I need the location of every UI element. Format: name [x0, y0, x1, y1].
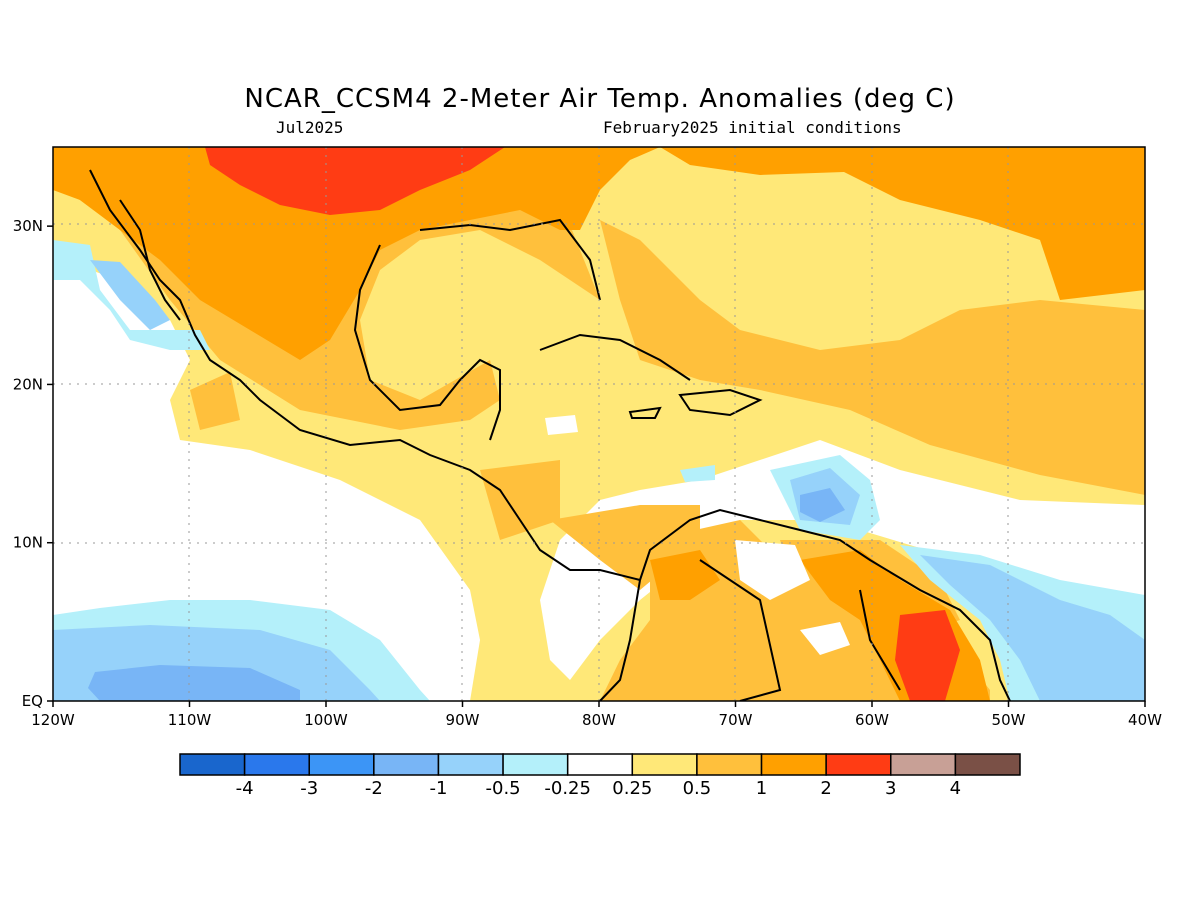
x-tick-label: 120W — [31, 711, 75, 729]
colorbar-swatch — [890, 753, 957, 776]
colorbar-label: -1 — [429, 778, 447, 799]
colorbar-swatch — [179, 753, 246, 776]
x-tick-label: 110W — [168, 711, 212, 729]
colorbar-swatch — [243, 753, 310, 776]
colorbar-label: 2 — [820, 778, 831, 799]
coastlines — [89, 169, 1011, 701]
y-tick-label: EQ — [22, 692, 43, 710]
y-axis-ticks: EQ 10N 20N 30N — [13, 217, 53, 710]
colorbar-label: 3 — [885, 778, 896, 799]
colorbar-label: 1 — [756, 778, 767, 799]
colorbar-swatch — [373, 753, 440, 776]
y-tick-label: 30N — [13, 217, 43, 235]
anomaly-shading — [53, 147, 1145, 701]
colorbar-label: -0.25 — [544, 778, 591, 799]
y-tick-label: 20N — [13, 375, 43, 393]
gridlines — [53, 147, 1145, 701]
x-tick-label: 60W — [855, 711, 889, 729]
x-tick-label: 90W — [446, 711, 480, 729]
colorbar-swatch — [502, 753, 569, 776]
colorbar-swatch — [437, 753, 504, 776]
colorbar-label: 0.25 — [612, 778, 652, 799]
colorbar-swatch — [631, 753, 698, 776]
x-tick-label: 100W — [304, 711, 348, 729]
x-tick-label: 40W — [1128, 711, 1162, 729]
colorbar-swatch — [696, 753, 763, 776]
colorbar-label: -4 — [236, 778, 254, 799]
x-tick-label: 50W — [992, 711, 1026, 729]
colorbar-label: 4 — [950, 778, 961, 799]
colorbar-swatch — [825, 753, 892, 776]
x-axis-ticks: 120W 110W 100W 90W 80W 70W 60W 50W 40W — [31, 701, 1162, 729]
colorbar-swatch — [954, 753, 1021, 776]
colorbar-swatch — [308, 753, 375, 776]
colorbar: -4 -3 -2 -1 -0.5 -0.25 0.25 0.5 1 2 3 4 — [179, 753, 1021, 799]
x-tick-label: 70W — [719, 711, 753, 729]
x-tick-label: 80W — [582, 711, 616, 729]
colorbar-label: 0.5 — [683, 778, 712, 799]
colorbar-label: -3 — [300, 778, 318, 799]
valid-month-label: Jul2025 — [276, 118, 344, 137]
map-title: NCAR_CCSM4 2-Meter Air Temp. Anomalies (… — [244, 84, 956, 114]
colorbar-swatch — [760, 753, 827, 776]
colorbar-label: -2 — [365, 778, 383, 799]
initial-conditions-label: February2025 initial conditions — [603, 118, 902, 137]
colorbar-swatch — [566, 753, 634, 776]
y-tick-label: 10N — [13, 534, 43, 552]
colorbar-label: -0.5 — [486, 778, 521, 799]
